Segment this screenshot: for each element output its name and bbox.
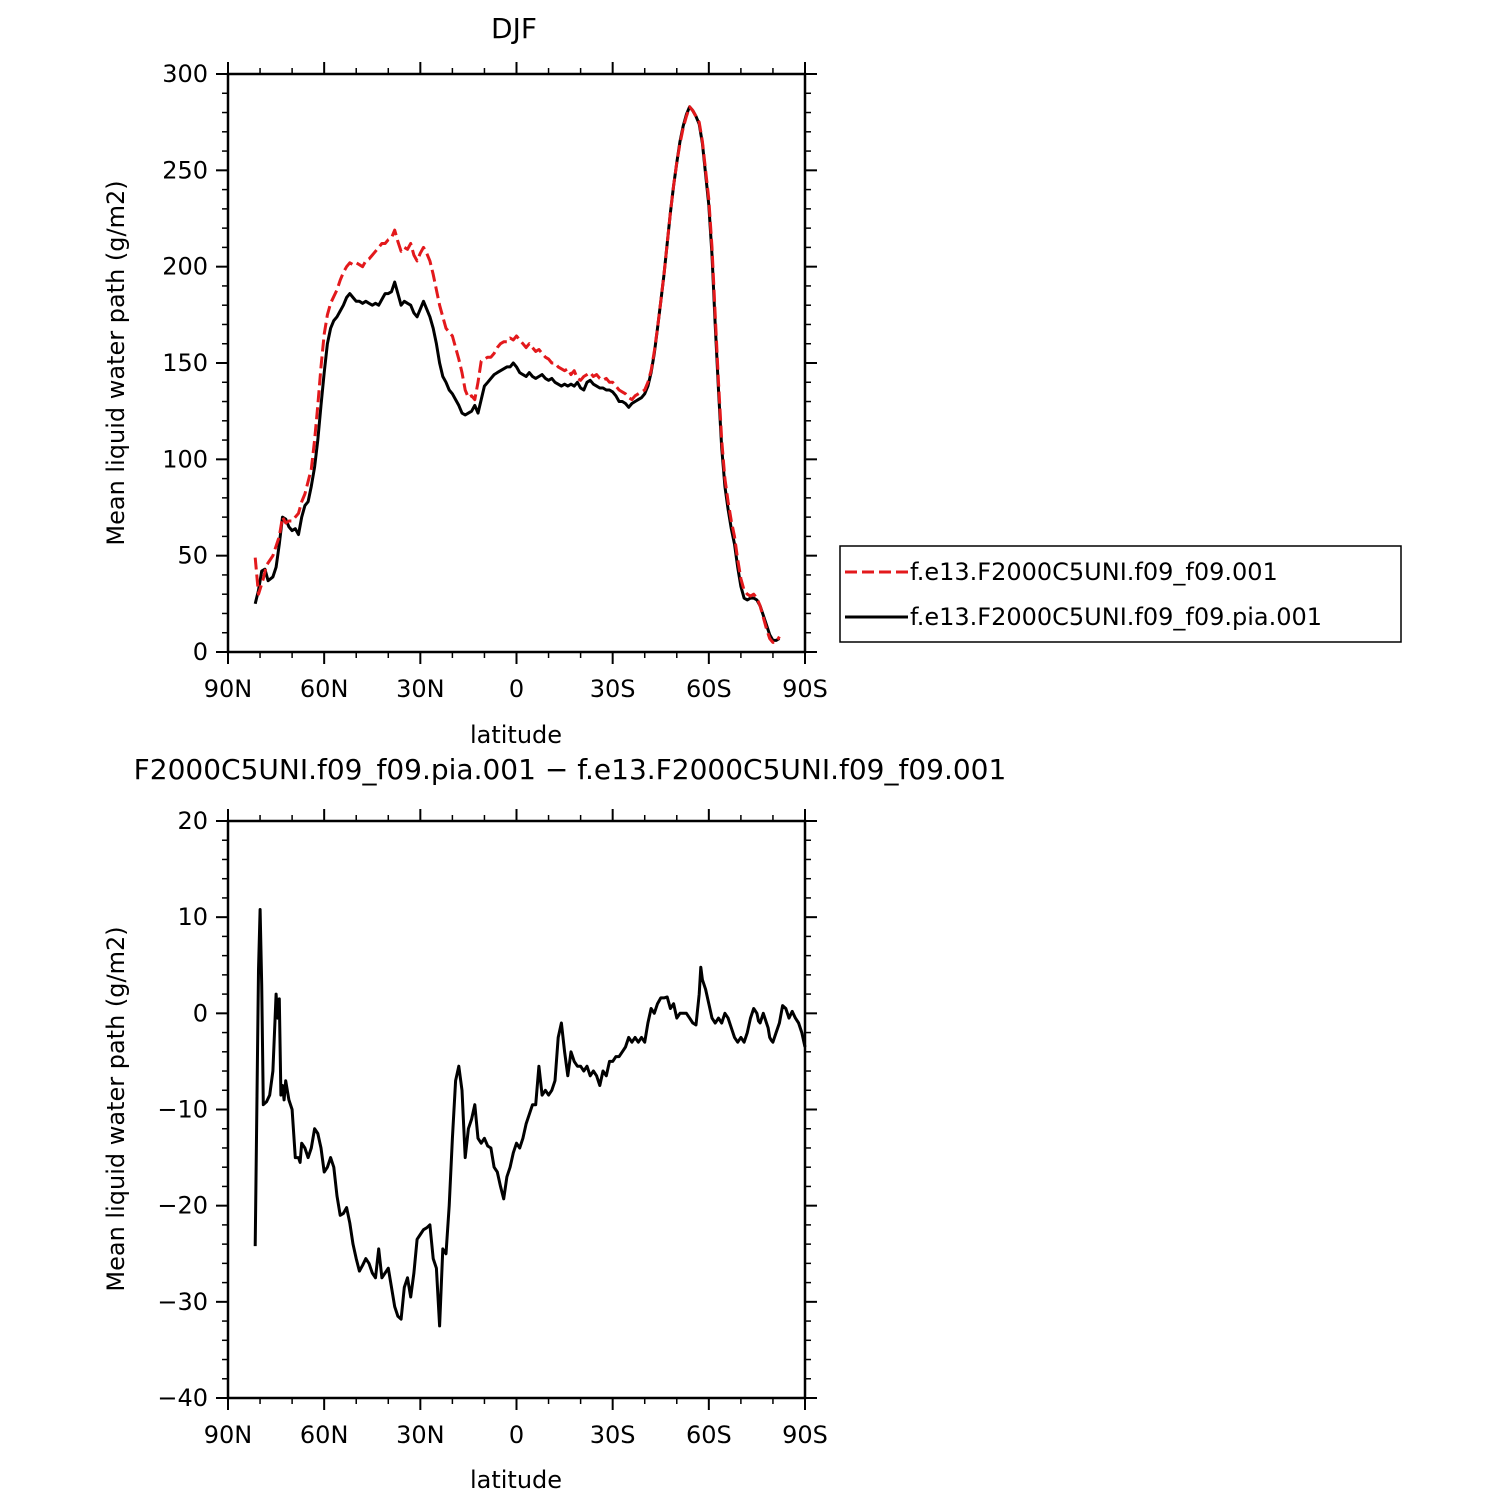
top-y-tick-label: 0 bbox=[193, 638, 208, 666]
bottom-x-tick-label: 30N bbox=[396, 1421, 445, 1449]
top-y-tick-label: 100 bbox=[162, 445, 208, 473]
bottom-title: F2000C5UNI.f09_f09.pia.001 − f.e13.F2000… bbox=[134, 753, 1007, 786]
bottom-y-tick-label: −40 bbox=[157, 1384, 208, 1412]
top-y-axis-label: Mean liquid water path (g/m2) bbox=[102, 180, 130, 545]
top-plot-frame bbox=[226, 72, 807, 654]
bottom-x-tick-label: 0 bbox=[509, 1421, 524, 1449]
top-x-tick-label: 60N bbox=[300, 675, 349, 703]
top-y-tick-label: 50 bbox=[177, 542, 208, 570]
top-x-tick-label: 90S bbox=[782, 675, 828, 703]
legend: f.e13.F2000C5UNI.f09_f09.001 f.e13.F2000… bbox=[839, 545, 1402, 643]
legend-box bbox=[839, 545, 1402, 643]
top-x-axis-label: latitude bbox=[470, 721, 562, 749]
bottom-y-tick-label: 20 bbox=[177, 807, 208, 835]
top-y-tick-label: 250 bbox=[162, 156, 208, 184]
top-x-tick-label: 60S bbox=[686, 675, 732, 703]
legend-entry-1: f.e13.F2000C5UNI.f09_f09.001 bbox=[910, 558, 1278, 586]
top-x-tick-label: 30S bbox=[590, 675, 636, 703]
top-series-line-1 bbox=[253, 105, 781, 644]
bottom-x-axis-label: latitude bbox=[470, 1466, 562, 1494]
bottom-y-tick-label: 10 bbox=[177, 903, 208, 931]
top-x-tick-label: 30N bbox=[396, 675, 445, 703]
bottom-x-tick-label: 30S bbox=[590, 1421, 636, 1449]
bottom-series-line-1 bbox=[253, 908, 807, 1328]
top-y-tick-label: 300 bbox=[162, 60, 208, 88]
legend-entry-2: f.e13.F2000C5UNI.f09_f09.pia.001 bbox=[910, 603, 1322, 631]
bottom-x-tick-label: 90N bbox=[204, 1421, 253, 1449]
bottom-panel: F2000C5UNI.f09_f09.pia.001 − f.e13.F2000… bbox=[102, 753, 1006, 1494]
bottom-y-tick-label: −10 bbox=[157, 1096, 208, 1124]
bottom-x-tick-label: 90S bbox=[782, 1421, 828, 1449]
bottom-x-tick-label: 60S bbox=[686, 1421, 732, 1449]
bottom-y-axis-label: Mean liquid water path (g/m2) bbox=[102, 926, 130, 1291]
bottom-y-tick-label: 0 bbox=[193, 999, 208, 1027]
top-x-tick-label: 0 bbox=[509, 675, 524, 703]
top-x-tick-label: 90N bbox=[204, 675, 253, 703]
top-title: DJF bbox=[491, 12, 537, 45]
top-series-line-2 bbox=[253, 105, 781, 642]
bottom-y-tick-label: −20 bbox=[157, 1192, 208, 1220]
top-panel: DJF 90N 60N 30N 0 30S 60S 90S 0 50 100 150 200 250 30… bbox=[102, 12, 828, 749]
top-y-tick-label: 200 bbox=[162, 253, 208, 281]
bottom-x-tick-label: 60N bbox=[300, 1421, 349, 1449]
bottom-y-tick-label: −30 bbox=[157, 1288, 208, 1316]
top-y-tick-label: 150 bbox=[162, 349, 208, 377]
bottom-plot-frame bbox=[226, 819, 807, 1400]
